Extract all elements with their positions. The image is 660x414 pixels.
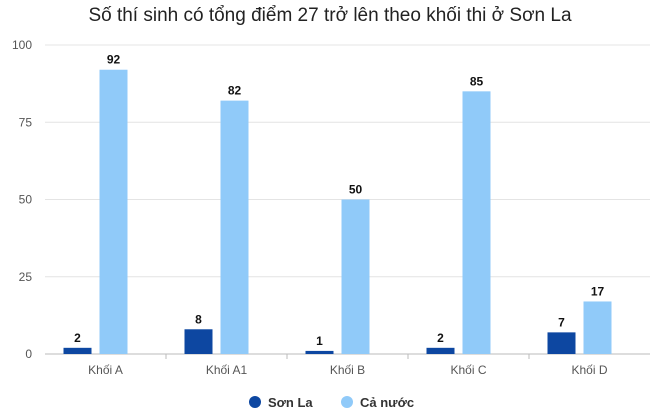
y-tick-label: 25 bbox=[19, 270, 33, 284]
bar-son-la bbox=[547, 332, 576, 354]
data-label: 92 bbox=[107, 53, 121, 67]
y-tick-label: 75 bbox=[19, 115, 33, 129]
bar-son-la bbox=[426, 347, 455, 354]
data-label: 7 bbox=[558, 315, 565, 329]
x-tick-label: Khối D bbox=[571, 363, 607, 377]
x-tick-label: Khối A bbox=[88, 363, 123, 377]
data-label: 50 bbox=[349, 183, 363, 197]
bar-ca-nuoc bbox=[99, 69, 128, 354]
legend-label: Cả nước bbox=[360, 395, 414, 410]
bar-son-la bbox=[63, 347, 92, 354]
bar-ca-nuoc bbox=[220, 100, 249, 355]
x-axis: Khối A Khối A1 Khối B Khối C Khối D bbox=[88, 354, 608, 377]
chart-title: Số thí sinh có tổng điểm 27 trở lên theo… bbox=[88, 5, 572, 26]
x-tick-label: Khối A1 bbox=[206, 363, 248, 377]
y-tick-label: 100 bbox=[12, 38, 32, 52]
legend-label: Sơn La bbox=[268, 395, 313, 410]
y-tick-label: 0 bbox=[25, 347, 32, 361]
bars: 2 92 8 82 1 50 2 85 7 17 bbox=[63, 53, 612, 355]
legend-swatch bbox=[249, 396, 261, 408]
bar-ca-nuoc bbox=[341, 199, 370, 354]
bar-ca-nuoc bbox=[583, 301, 612, 354]
data-label: 82 bbox=[228, 84, 242, 98]
data-label: 2 bbox=[74, 331, 81, 345]
x-tick-label: Khối B bbox=[330, 363, 365, 377]
legend: Sơn La Cả nước bbox=[249, 395, 414, 410]
data-label: 8 bbox=[195, 312, 202, 326]
x-tick-label: Khối C bbox=[450, 363, 486, 377]
y-tick-label: 50 bbox=[19, 193, 33, 207]
bar-son-la bbox=[184, 329, 213, 354]
y-axis: 0 25 50 75 100 bbox=[12, 38, 32, 361]
bar-son-la bbox=[305, 350, 334, 354]
data-label: 85 bbox=[470, 74, 484, 88]
data-label: 2 bbox=[437, 331, 444, 345]
data-label: 17 bbox=[591, 284, 605, 298]
data-label: 1 bbox=[316, 334, 323, 348]
legend-swatch bbox=[341, 396, 353, 408]
bar-ca-nuoc bbox=[462, 91, 491, 354]
